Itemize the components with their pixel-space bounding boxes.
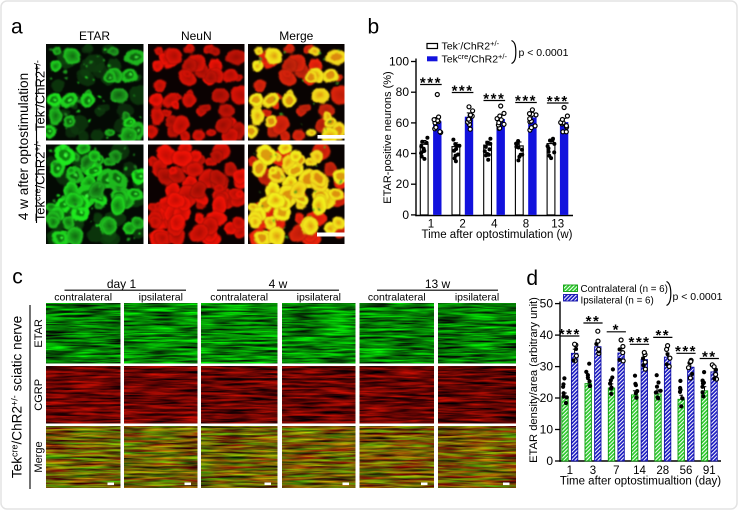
- svg-text:3: 3: [590, 465, 596, 477]
- svg-text:Tekcre/ChR2+/-: Tekcre/ChR2+/-: [33, 141, 48, 221]
- svg-text:contralateral: contralateral: [210, 292, 268, 304]
- svg-text:d: d: [526, 267, 538, 290]
- svg-text:ipsilateral: ipsilateral: [455, 292, 499, 304]
- svg-text:Tek-/ChR2+/-: Tek-/ChR2+/-: [442, 39, 500, 53]
- svg-text:ETAR: ETAR: [79, 29, 110, 43]
- svg-text:Tekcre/ChR2+/-: Tekcre/ChR2+/-: [442, 52, 508, 66]
- svg-text:**: **: [586, 313, 601, 330]
- svg-text:***: ***: [547, 93, 569, 110]
- svg-text:91: 91: [703, 465, 716, 477]
- svg-text:*: *: [613, 322, 620, 339]
- svg-text:40: 40: [396, 147, 410, 161]
- svg-text:contralateral: contralateral: [54, 292, 112, 304]
- svg-text:***: ***: [559, 326, 581, 343]
- svg-text:p < 0.0001: p < 0.0001: [519, 47, 569, 59]
- svg-text:***: ***: [628, 334, 650, 351]
- svg-text:Contralateral (n = 6): Contralateral (n = 6): [581, 284, 668, 295]
- svg-text:50: 50: [540, 297, 554, 311]
- svg-text:contralateral: contralateral: [368, 292, 426, 304]
- svg-text:28: 28: [656, 465, 669, 477]
- svg-text:**: **: [702, 348, 717, 365]
- svg-text:CGRP: CGRP: [33, 379, 45, 411]
- svg-text:ipsilateral: ipsilateral: [297, 292, 341, 304]
- svg-text:***: ***: [675, 343, 697, 360]
- svg-text:56: 56: [680, 465, 693, 477]
- svg-text:b: b: [368, 16, 380, 39]
- svg-text:***: ***: [483, 90, 505, 107]
- svg-text:60: 60: [396, 116, 410, 130]
- svg-text:Tekcre/ChR2+/- sciatic nerve: Tekcre/ChR2+/- sciatic nerve: [10, 316, 25, 478]
- svg-text:80: 80: [396, 85, 410, 99]
- svg-text:***: ***: [420, 74, 442, 91]
- svg-text:ipsilateral: ipsilateral: [139, 292, 183, 304]
- svg-text:0: 0: [546, 454, 553, 468]
- svg-text:8: 8: [523, 219, 529, 231]
- svg-text:ETAR density/area (arbitrary u: ETAR density/area (arbitrary unit): [528, 297, 540, 463]
- svg-text:4: 4: [491, 219, 498, 231]
- svg-text:13: 13: [551, 219, 564, 231]
- svg-text:Merge: Merge: [33, 441, 45, 472]
- svg-text:c: c: [12, 266, 22, 289]
- svg-text:4 w after optostimulation: 4 w after optostimulation: [16, 73, 31, 220]
- svg-text:100: 100: [389, 55, 409, 69]
- svg-text:0: 0: [402, 208, 409, 222]
- svg-text:1: 1: [428, 219, 434, 231]
- svg-text:***: ***: [452, 82, 474, 99]
- svg-text:30: 30: [540, 360, 554, 374]
- svg-text:13 w: 13 w: [425, 277, 451, 291]
- svg-text:20: 20: [396, 177, 410, 191]
- svg-text:Time after optostimulation (w): Time after optostimulation (w): [421, 229, 572, 241]
- svg-text:7: 7: [613, 465, 619, 477]
- svg-text:day 1: day 1: [107, 277, 137, 291]
- svg-text:Ipsilateral (n = 6): Ipsilateral (n = 6): [581, 296, 654, 307]
- svg-text:Merge: Merge: [279, 29, 313, 43]
- svg-text:20: 20: [540, 391, 554, 405]
- svg-text:2: 2: [459, 219, 465, 231]
- svg-text:***: ***: [515, 92, 537, 109]
- svg-text:4 w: 4 w: [269, 277, 288, 291]
- svg-text:40: 40: [540, 328, 554, 342]
- svg-text:14: 14: [633, 465, 646, 477]
- svg-text:10: 10: [540, 423, 554, 437]
- svg-text:ETAR-positive neurons (%): ETAR-positive neurons (%): [382, 71, 394, 203]
- svg-text:**: **: [655, 327, 670, 344]
- svg-text:NeuN: NeuN: [181, 29, 212, 43]
- svg-text:a: a: [11, 16, 23, 39]
- svg-text:Time after optostimualtion (da: Time after optostimualtion (day): [560, 475, 721, 487]
- svg-text:p < 0.0001: p < 0.0001: [673, 291, 723, 303]
- svg-text:1: 1: [567, 465, 573, 477]
- svg-text:ETAR: ETAR: [33, 319, 45, 348]
